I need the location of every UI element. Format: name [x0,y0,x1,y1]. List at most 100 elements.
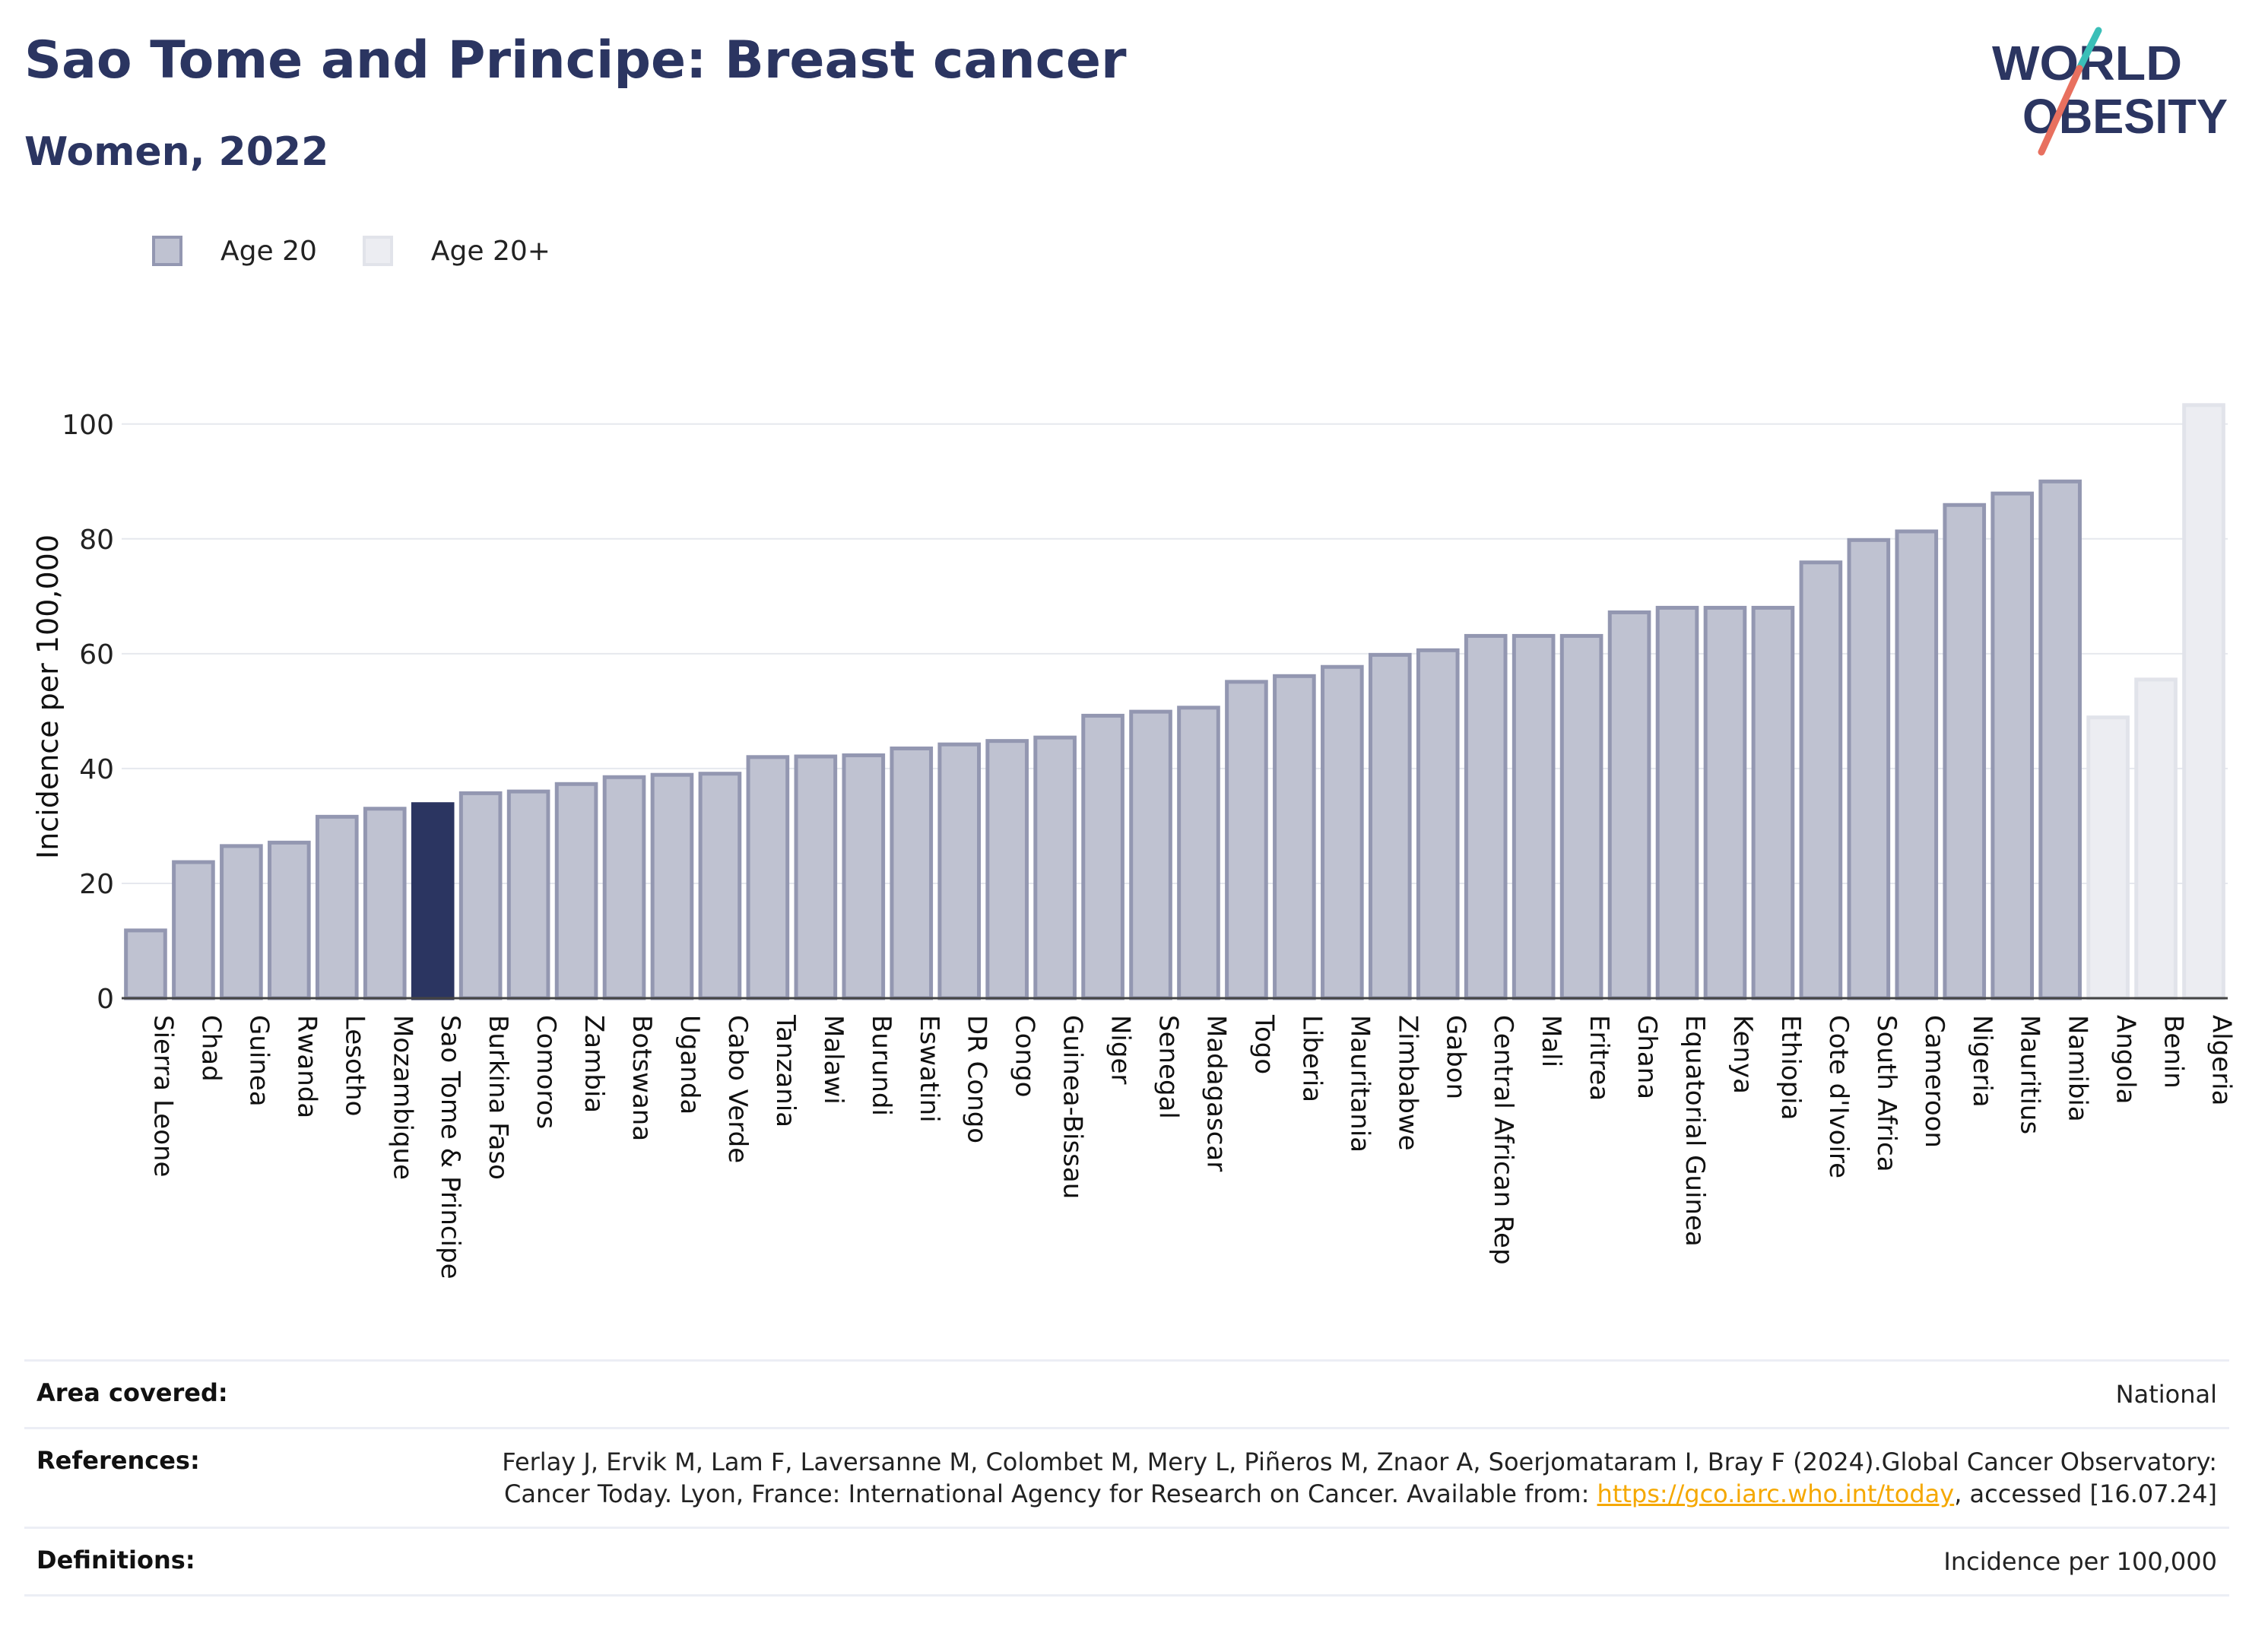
x-tick-label: Cameroon [1919,1015,1949,1148]
references-value: Ferlay J, Ervik M, Lam F, Laversanne M, … [468,1446,2217,1510]
x-tick-label: Guinea [243,1015,274,1107]
bar-ghana[interactable] [1607,610,1651,1000]
x-tick-label: Nigeria [1967,1015,1997,1108]
bar-cote-d-ivoire[interactable] [1799,560,1843,1000]
x-tick-label: Mauritania [1344,1015,1375,1153]
x-tick-label: Mali [1536,1015,1566,1067]
info-row-area: Area covered: National [24,1359,2229,1427]
bar-togo[interactable] [1225,680,1268,1000]
logo-line2: OBESITY [2022,89,2228,144]
x-tick-label: Comoros [531,1015,561,1129]
bar-burundi[interactable] [842,753,886,1000]
x-tick-label: Chad [195,1015,226,1082]
bar-mali[interactable] [1511,633,1556,1000]
x-tick-label: Namibia [2063,1015,2093,1122]
bar-malawi[interactable] [794,754,838,1000]
bar-sao-tome-principe[interactable] [411,802,455,1000]
bar-zimbabwe[interactable] [1368,652,1412,1000]
bar-kenya[interactable] [1703,605,1747,1000]
world-obesity-logo: WORLD OBESITY [1992,27,2228,156]
legend-item-age20plus[interactable]: Age 20+ [362,235,550,267]
bars [124,403,2225,1000]
bar-guinea[interactable] [220,844,263,1000]
bar-gabon[interactable] [1416,648,1460,1000]
bar-equatorial-guinea[interactable] [1655,605,1699,1000]
bar-burkina-faso[interactable] [458,791,503,1000]
bar-eswatini[interactable] [890,746,934,1000]
x-tick-label: Lesotho [339,1015,370,1116]
bar-guinea-bissau[interactable] [1033,735,1077,1000]
x-tick-label: Rwanda [291,1015,322,1118]
bar-lesotho[interactable] [315,814,359,1000]
bar-tanzania[interactable] [746,755,790,1000]
bar-liberia[interactable] [1273,674,1316,1000]
legend-label-age20plus: Age 20+ [430,235,550,267]
bar-mauritius[interactable] [1990,491,2035,1000]
y-tick-labels: 0 20 40 60 80 100 [62,410,114,1015]
y-axis-label: Incidence per 100,000 [31,534,65,859]
bar-mozambique[interactable] [363,807,407,1000]
x-tick-label: Angola [2111,1015,2141,1104]
legend-item-age20[interactable]: Age 20 [152,236,317,267]
area-label: Area covered: [36,1378,228,1407]
bar-congo[interactable] [985,739,1029,1000]
x-tick-label: Eritrea [1584,1015,1614,1101]
x-tick-label: South Africa [1871,1015,1902,1172]
y-tick-label: 100 [62,410,114,441]
bar-senegal[interactable] [1129,709,1172,1000]
x-tick-label: Burkina Faso [483,1015,513,1180]
x-tick-label: Botswana [626,1015,657,1141]
chart-title: Sao Tome and Principe: Breast cancer [24,30,1127,90]
bar-comoros[interactable] [506,789,550,1000]
x-tick-label: Cabo Verde [722,1015,753,1163]
info-row-definitions: Definitions: Incidence per 100,000 [24,1527,2229,1597]
bar-rwanda[interactable] [268,840,311,1000]
bar-namibia[interactable] [2038,479,2082,1000]
bar-niger[interactable] [1081,713,1124,1000]
x-tick-label: Uganda [674,1015,705,1115]
area-value: National [2115,1380,2217,1409]
bar-mauritania[interactable] [1321,664,1364,1000]
references-label: References: [36,1446,200,1475]
bar-botswana[interactable] [602,775,646,1000]
logo-slash-red [2038,65,2083,156]
bar-ethiopia[interactable] [1751,605,1795,1000]
x-tick-label: Guinea-Bissau [1058,1015,1088,1199]
x-tick-label: Eswatini [914,1015,944,1123]
bar-chart: 0 20 40 60 80 100 Sierra Leone Chad Guinea Rwand… [31,403,2237,1279]
x-tick-label: Liberia [1296,1015,1327,1102]
x-tick-label: DR Congo [962,1015,992,1143]
x-tick-label: Gabon [1440,1015,1470,1099]
bar-central-african-rep[interactable] [1464,633,1508,1000]
bar-cameroon[interactable] [1895,529,1939,1000]
y-tick-label: 80 [79,525,114,556]
bar-chad[interactable] [172,860,215,1000]
legend-swatch-age20 [152,236,182,266]
x-tick-label: Cote d'Ivoire [1823,1015,1854,1178]
x-tick-label: Equatorial Guinea [1680,1015,1710,1247]
bar-madagascar[interactable] [1177,706,1220,1000]
x-tick-label: Sierra Leone [148,1015,178,1177]
references-link[interactable]: https://gco.iarc.who.int/today [1597,1479,1955,1508]
x-tick-label: Algeria [2206,1015,2237,1105]
bar-cabo-verde[interactable] [698,772,742,1000]
x-tick-label: Togo [1248,1014,1279,1074]
bar-dr-congo[interactable] [937,742,982,1000]
legend-label-age20: Age 20 [220,235,317,267]
x-tick-label: Central African Rep [1488,1015,1518,1265]
definitions-value: Incidence per 100,000 [1943,1547,2217,1576]
bar-benin[interactable] [2134,677,2178,1000]
bar-south-africa[interactable] [1847,537,1891,1000]
x-tick-label: Mozambique [387,1015,417,1180]
logo-slash-teal [2076,27,2102,72]
bar-nigeria[interactable] [1943,503,1987,1000]
x-tick-label: Burundi [866,1015,896,1116]
bar-sierra-leone[interactable] [124,928,167,1000]
bar-zambia[interactable] [554,782,598,1000]
bar-eritrea[interactable] [1559,633,1603,1000]
bar-uganda[interactable] [650,772,694,1000]
bar-algeria[interactable] [2182,403,2225,1000]
bar-angola[interactable] [2086,715,2130,1000]
x-tick-label: Zimbabwe [1392,1015,1423,1151]
y-tick-label: 20 [79,869,114,900]
